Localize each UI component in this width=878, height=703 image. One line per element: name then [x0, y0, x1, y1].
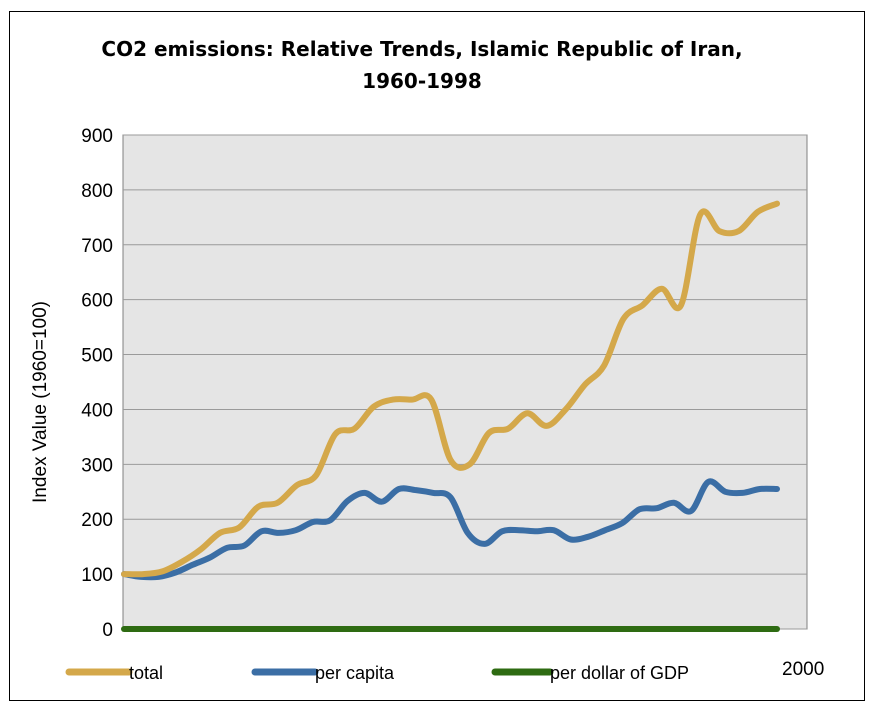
legend-label-total: total: [129, 663, 163, 683]
chart-frame: CO2 emissions: Relative Trends, Islamic …: [9, 11, 865, 701]
series-line-per-capita: [121, 478, 780, 581]
y-tick-label: 800: [81, 181, 113, 202]
y-tick-label: 100: [81, 565, 113, 586]
series-lines: [121, 200, 780, 632]
legend: total per capita per dollar of GDP: [65, 663, 689, 683]
y-tick-label: 400: [81, 400, 113, 421]
legend-label-per-capita: per capita: [315, 663, 395, 683]
chart-title-line-2: 1960-1998: [362, 69, 482, 93]
y-tick-label: 900: [81, 126, 113, 147]
chart-title-line-1: CO2 emissions: Relative Trends, Islamic …: [101, 37, 742, 61]
y-axis-label: Index Value (1960=100): [30, 301, 51, 503]
x-tick-label: 2000: [782, 659, 824, 680]
legend-label-per-dollar-of-gdp: per dollar of GDP: [550, 663, 689, 683]
y-tick-label: 700: [81, 236, 113, 257]
y-tick-label: 200: [81, 510, 113, 531]
y-tick-label: 500: [81, 346, 113, 367]
y-tick-label: 0: [102, 620, 113, 641]
y-tick-label: 600: [81, 291, 113, 312]
line-chart: CO2 emissions: Relative Trends, Islamic …: [30, 37, 824, 683]
y-axis-ticks: 0 100 200 300 400 500 600 700 800 900: [81, 126, 113, 641]
series-line-total: [121, 200, 780, 578]
y-tick-label: 300: [81, 455, 113, 476]
